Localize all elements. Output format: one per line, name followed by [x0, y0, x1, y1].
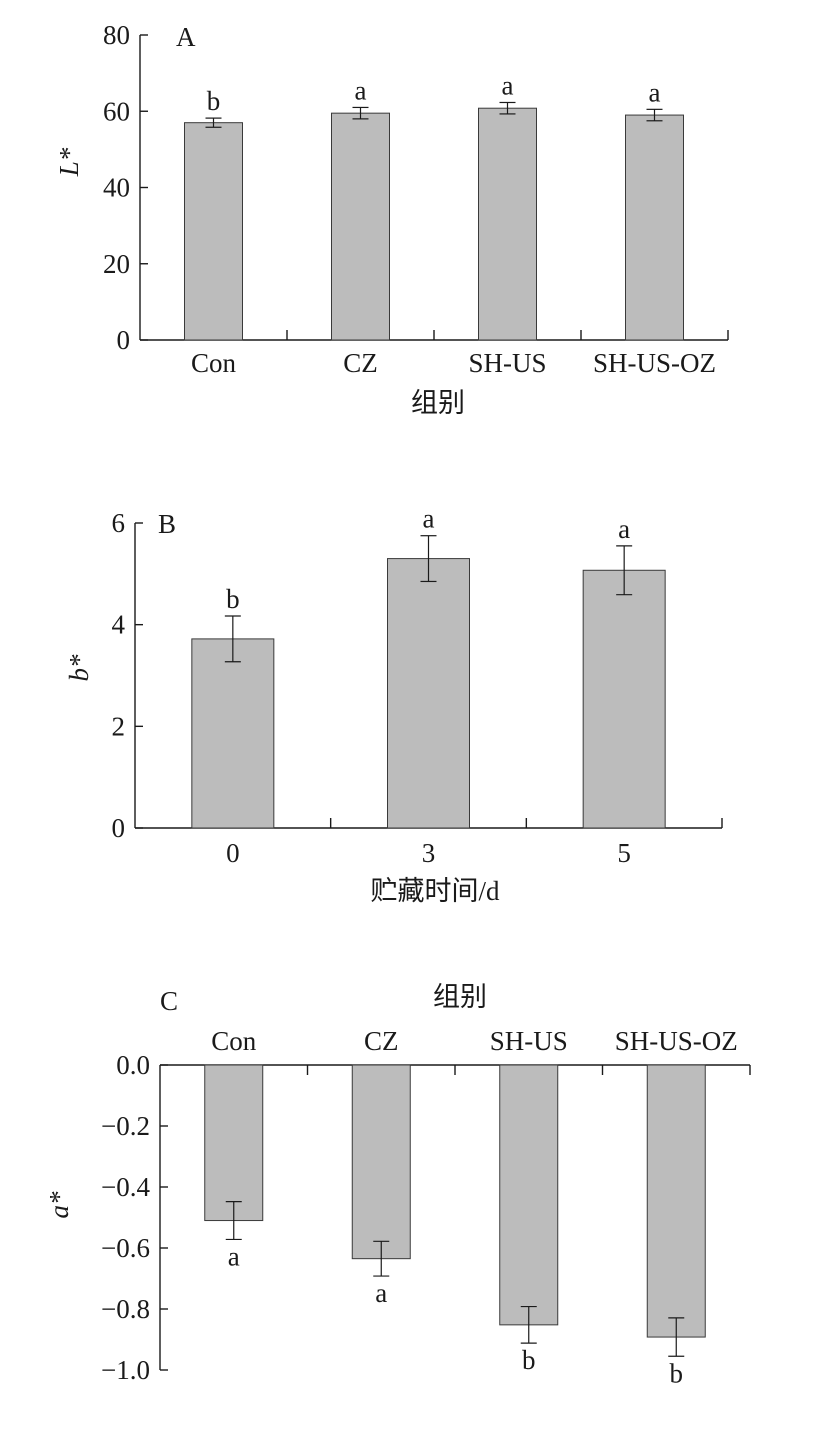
panel-label: B — [158, 509, 176, 539]
bar-cz — [351, 1064, 411, 1260]
y-axis-title: L* — [54, 147, 84, 177]
chart-panel-a: 0 20 40 60 80 b Con a CZ a SH-US a SH-US-OZ A 组别 L* — [54, 20, 729, 418]
bar-sh-us-oz — [646, 1064, 706, 1338]
bar-con — [184, 122, 243, 341]
y-tick-label: −0.8 — [101, 1294, 150, 1324]
y-tick-label: −0.4 — [101, 1172, 150, 1202]
panel-label: A — [176, 22, 196, 52]
significance-letter: b — [670, 1358, 684, 1388]
significance-letter: a — [502, 70, 514, 100]
bar-sh-us — [499, 1064, 559, 1326]
x-tick-label: 5 — [617, 838, 631, 868]
x-tick-label: SH-US — [468, 348, 546, 378]
y-tick-label: 0 — [112, 813, 126, 843]
y-tick-label: 20 — [103, 249, 130, 279]
bar-sh-us — [478, 107, 537, 341]
significance-letter: a — [618, 514, 630, 544]
significance-letter: a — [355, 75, 367, 105]
significance-letter: a — [375, 1278, 387, 1308]
significance-letter: a — [423, 504, 435, 534]
y-axis-title: b* — [64, 654, 94, 682]
x-tick-label: CZ — [343, 348, 378, 378]
y-tick-label: 2 — [112, 711, 126, 741]
bar-cz — [331, 112, 390, 341]
y-axis-title: a* — [44, 1191, 74, 1219]
bar-5 — [582, 569, 666, 829]
x-tick-label: SH-US-OZ — [615, 1026, 738, 1056]
y-tick-label: 0.0 — [116, 1050, 150, 1080]
y-tick-label: 60 — [103, 96, 130, 126]
significance-letter: b — [207, 86, 221, 116]
x-tick-label: Con — [211, 1026, 257, 1056]
y-tick-label: −0.6 — [101, 1233, 150, 1263]
y-tick-label: −0.2 — [101, 1111, 150, 1141]
x-tick-label: SH-US-OZ — [593, 348, 716, 378]
significance-letter: b — [226, 584, 240, 614]
x-tick-label: CZ — [364, 1026, 399, 1056]
significance-letter: a — [649, 77, 661, 107]
y-tick-label: 40 — [103, 173, 130, 203]
chart-panel-b: 0 2 4 6 b 0 a 3 a 5 B 贮藏时间/d b* — [64, 504, 723, 906]
x-tick-label: SH-US — [490, 1026, 568, 1056]
panel-label: C — [160, 986, 178, 1016]
y-tick-label: 0 — [117, 325, 131, 355]
x-axis-title: 贮藏时间/d — [370, 876, 500, 906]
x-tick-label: 0 — [226, 838, 240, 868]
y-tick-label: 4 — [112, 610, 126, 640]
y-tick-label: 80 — [103, 20, 130, 50]
significance-letter: b — [522, 1345, 536, 1375]
x-tick-label: Con — [191, 348, 237, 378]
y-tick-label: 6 — [112, 508, 126, 538]
x-axis-title: 组别 — [411, 388, 465, 418]
bar-con — [204, 1064, 264, 1222]
bar-3 — [387, 558, 470, 829]
bar-0 — [191, 638, 275, 829]
significance-letter: a — [228, 1241, 240, 1271]
x-tick-label: 3 — [422, 838, 436, 868]
chart-panel-c: 0.0 −0.2 −0.4 −0.6 −0.8 −1.0 a Con a CZ b SH-US b SH-… — [44, 982, 751, 1388]
bar-sh-us-oz — [625, 114, 684, 341]
y-tick-label: −1.0 — [101, 1355, 150, 1385]
x-axis-title: 组别 — [433, 982, 487, 1012]
